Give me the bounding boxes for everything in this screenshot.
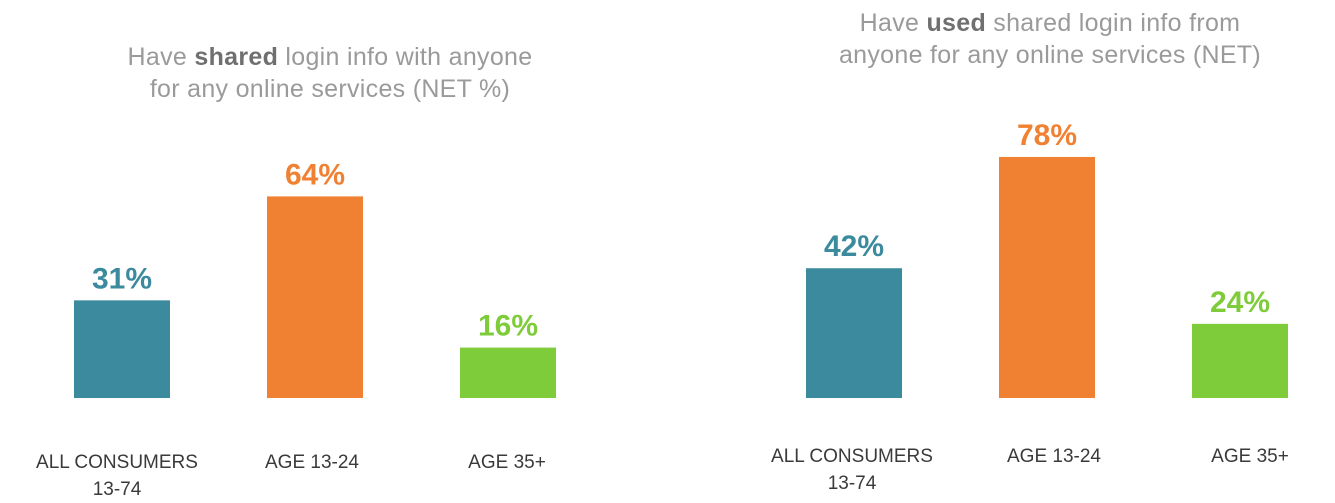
title-shared-emphasis: shared: [194, 43, 279, 71]
title-used-after: shared login info from: [986, 9, 1241, 37]
value-label-shared-1: 31%: [92, 262, 152, 295]
bar-shared-1: [74, 300, 170, 398]
category-label-shared-2: AGE 13-24: [265, 452, 359, 473]
title-used-line2: anyone for any online services (NET): [838, 41, 1262, 69]
value-label-shared-3: 16%: [478, 310, 538, 343]
title-used-before: Have: [859, 9, 927, 37]
bar-shared-3: [460, 347, 556, 398]
chart-title-used: Have used shared login info from anyone …: [760, 7, 1335, 71]
category-label-used-1-line2: 13-74: [828, 473, 877, 494]
category-label-shared-1-line2: 13-74: [93, 479, 142, 500]
value-label-used-3: 24%: [1210, 286, 1270, 319]
value-label-shared-2: 64%: [285, 158, 345, 191]
category-label-used-1-line1: ALL CONSUMERS: [771, 446, 933, 467]
bar-used-3: [1192, 323, 1288, 398]
bar-shared-2: [267, 196, 363, 398]
value-label-used-2: 78%: [1017, 119, 1077, 152]
category-label-shared-1-line1: ALL CONSUMERS: [36, 452, 198, 473]
bar-used-1: [806, 268, 902, 398]
bar-used-2: [999, 156, 1095, 398]
title-shared-before: Have: [127, 43, 195, 71]
category-label-shared-3: AGE 35+: [468, 452, 546, 473]
category-label-used-3: AGE 35+: [1211, 446, 1289, 467]
title-shared-line2: for any online services (NET %): [149, 75, 511, 103]
value-label-used-1: 42%: [824, 230, 884, 263]
category-label-used-2: AGE 13-24: [1007, 446, 1101, 467]
chart-title-shared: Have shared login info with anyone for a…: [40, 41, 620, 105]
title-used-emphasis: used: [926, 9, 987, 37]
title-shared-after: login info with anyone: [278, 43, 533, 71]
